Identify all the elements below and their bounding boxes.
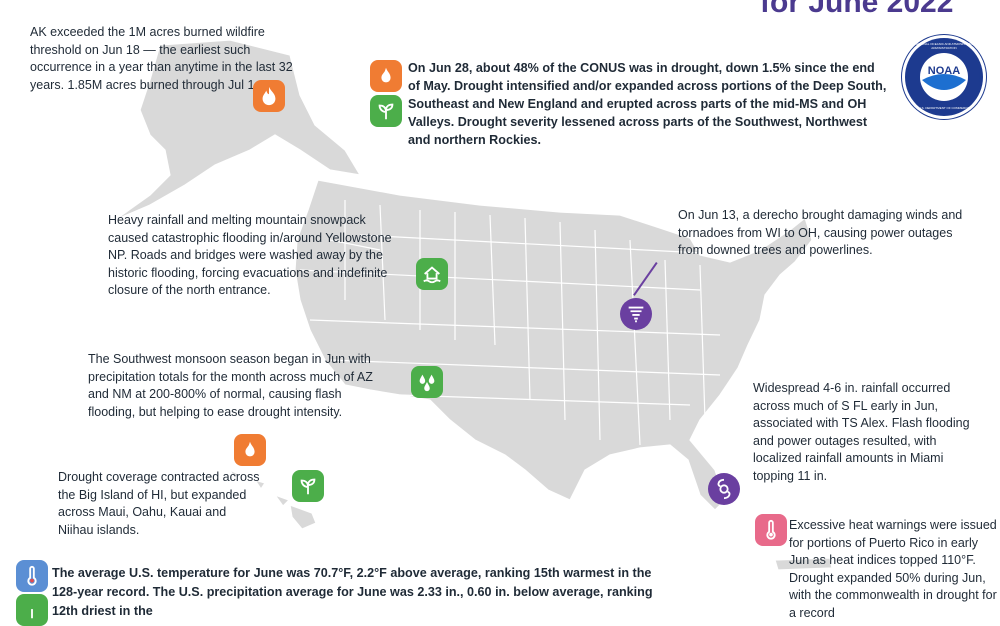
wildfire-icon xyxy=(245,441,255,457)
national-summary-note: The average U.S. temperature for June wa… xyxy=(52,566,653,618)
monsoon-rain-badge xyxy=(411,366,443,398)
hawaii-islands xyxy=(228,468,317,530)
noaa-logo-text: NOAA xyxy=(927,65,961,77)
raindrops-icon xyxy=(419,374,435,392)
wildfire-icon xyxy=(262,86,276,106)
hawaii-wildfire-badge xyxy=(234,434,266,466)
page-title: for June 2022 xyxy=(760,0,954,19)
puerto-rico-note: Excessive heat warnings were issued for … xyxy=(789,518,997,620)
plant-icon xyxy=(378,103,394,120)
puerto-rico-heat-badge xyxy=(755,514,787,546)
florida-note: Widespread 4-6 in. rainfall occurred acr… xyxy=(753,381,970,483)
monsoon-note: The Southwest monsoon season began in Ju… xyxy=(88,352,373,419)
noaa-logo-ring-bottom: U.S. DEPARTMENT OF COMMERCE xyxy=(918,106,970,110)
drought-worse-badge xyxy=(370,60,402,92)
hurricane-icon xyxy=(717,478,731,500)
derecho-note: On Jun 13, a derecho brought damaging wi… xyxy=(678,208,963,257)
florida-hurricane-badge xyxy=(708,473,740,505)
yellowstone-flood-badge xyxy=(416,258,448,290)
hawaii-plant-badge xyxy=(292,470,324,502)
yellowstone-note: Heavy rainfall and melting mountain snow… xyxy=(108,213,392,297)
noaa-logo: NOAA NATIONAL OCEANIC AND ATMOSPHERIC AD… xyxy=(905,38,983,116)
alaska-wildfire-badge xyxy=(253,80,285,112)
hawaii-note: Drought coverage contracted across the B… xyxy=(58,470,260,537)
national-temp-badge xyxy=(16,560,48,592)
puerto-rico xyxy=(774,557,833,571)
flood-house-icon xyxy=(423,266,441,284)
plant-icon xyxy=(31,609,33,619)
thermometer-icon xyxy=(766,519,776,540)
alaska-note: AK exceeded the 1M acres burned wildfire… xyxy=(30,25,293,92)
national-precip-badge xyxy=(16,594,48,626)
tornado-icon xyxy=(628,306,644,323)
plant-icon xyxy=(300,478,316,495)
drought-note: On Jun 28, about 48% of the CONUS was in… xyxy=(408,61,887,147)
alaska-state xyxy=(114,39,362,221)
thermometer-icon xyxy=(27,565,37,586)
derecho-badge xyxy=(620,298,652,330)
noaa-logo-ring-top: NATIONAL OCEANIC AND ATMOSPHERIC ADMINIS… xyxy=(914,42,974,50)
drought-better-badge xyxy=(370,95,402,127)
wildfire-icon xyxy=(381,67,391,83)
